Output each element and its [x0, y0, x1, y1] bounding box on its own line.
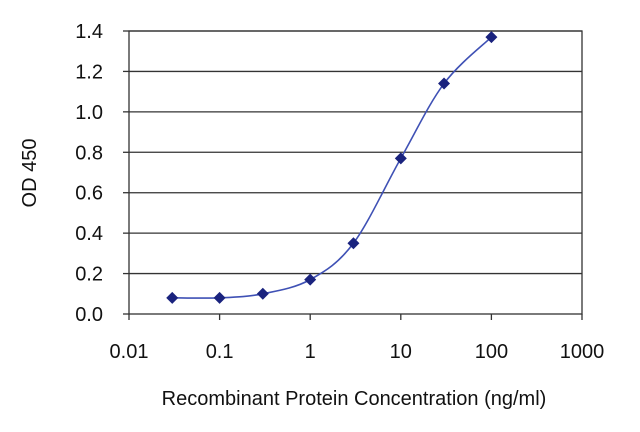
x-axis-title: Recombinant Protein Concentration (ng/ml… — [162, 388, 547, 410]
data-point — [256, 287, 269, 300]
data-point — [213, 291, 226, 304]
data-point — [394, 152, 407, 165]
y-tick-label: 0.6 — [75, 183, 103, 205]
label-layer: 0.0 0.2 0.4 0.6 0.8 1.0 1.2 1.4 0.01 0.1 1 10 100 100… — [75, 21, 604, 363]
y-tick-label: 1.2 — [75, 61, 103, 83]
x-tick-label: 100 — [475, 341, 508, 363]
series-line — [172, 36, 492, 299]
x-tick-label: 0.1 — [206, 341, 234, 363]
axis-layer — [123, 30, 583, 320]
x-tick-label: 0.01 — [110, 341, 149, 363]
data-point — [347, 237, 360, 250]
data-point — [304, 273, 317, 286]
data-point — [485, 31, 498, 44]
y-tick-label: 1.0 — [75, 102, 103, 124]
y-tick-label: 1.4 — [75, 21, 103, 43]
y-tick-label: 0.2 — [75, 264, 103, 286]
y-tick-label: 0.4 — [75, 223, 103, 245]
grid-layer — [129, 30, 582, 275]
y-tick-label: 0.0 — [75, 304, 103, 326]
data-point — [166, 291, 179, 304]
y-axis-title: OD 450 — [19, 139, 41, 208]
x-tick-label: 1000 — [560, 341, 605, 363]
series-layer — [166, 31, 498, 304]
data-point — [438, 77, 451, 90]
plot-frame — [128, 30, 583, 315]
x-tick-label: 1 — [305, 341, 316, 363]
x-tick-label: 10 — [390, 341, 412, 363]
y-tick-label: 0.8 — [75, 142, 103, 164]
